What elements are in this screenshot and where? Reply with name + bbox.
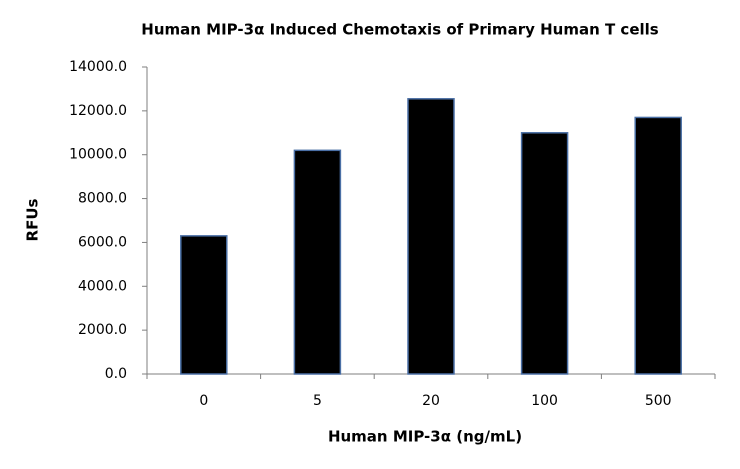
bar [293, 149, 342, 375]
x-tick-label: 100 [531, 393, 558, 409]
bar [407, 98, 455, 375]
x-tick-label: 500 [645, 393, 672, 409]
bar [180, 235, 228, 375]
bar [634, 116, 682, 375]
x-tick-label: 0 [199, 393, 208, 409]
y-tick-label: 14000.0 [69, 59, 127, 75]
y-tick-label: 8000.0 [78, 191, 127, 207]
y-tick-label: 12000.0 [69, 103, 127, 119]
y-tick-label: 10000.0 [69, 147, 127, 163]
y-tick-label: 4000.0 [78, 278, 127, 294]
y-tick-label: 2000.0 [78, 322, 127, 338]
x-tick-label: 5 [313, 393, 322, 409]
y-axis-label: RFUs [24, 198, 42, 241]
x-tick-label: 20 [422, 393, 440, 409]
x-axis-label: Human MIP-3α (ng/mL) [328, 428, 522, 446]
y-tick-label: 0.0 [105, 366, 127, 382]
bar [520, 132, 569, 375]
chart-title: Human MIP-3α Induced Chemotaxis of Prima… [141, 21, 658, 39]
y-tick-label: 6000.0 [78, 234, 127, 250]
